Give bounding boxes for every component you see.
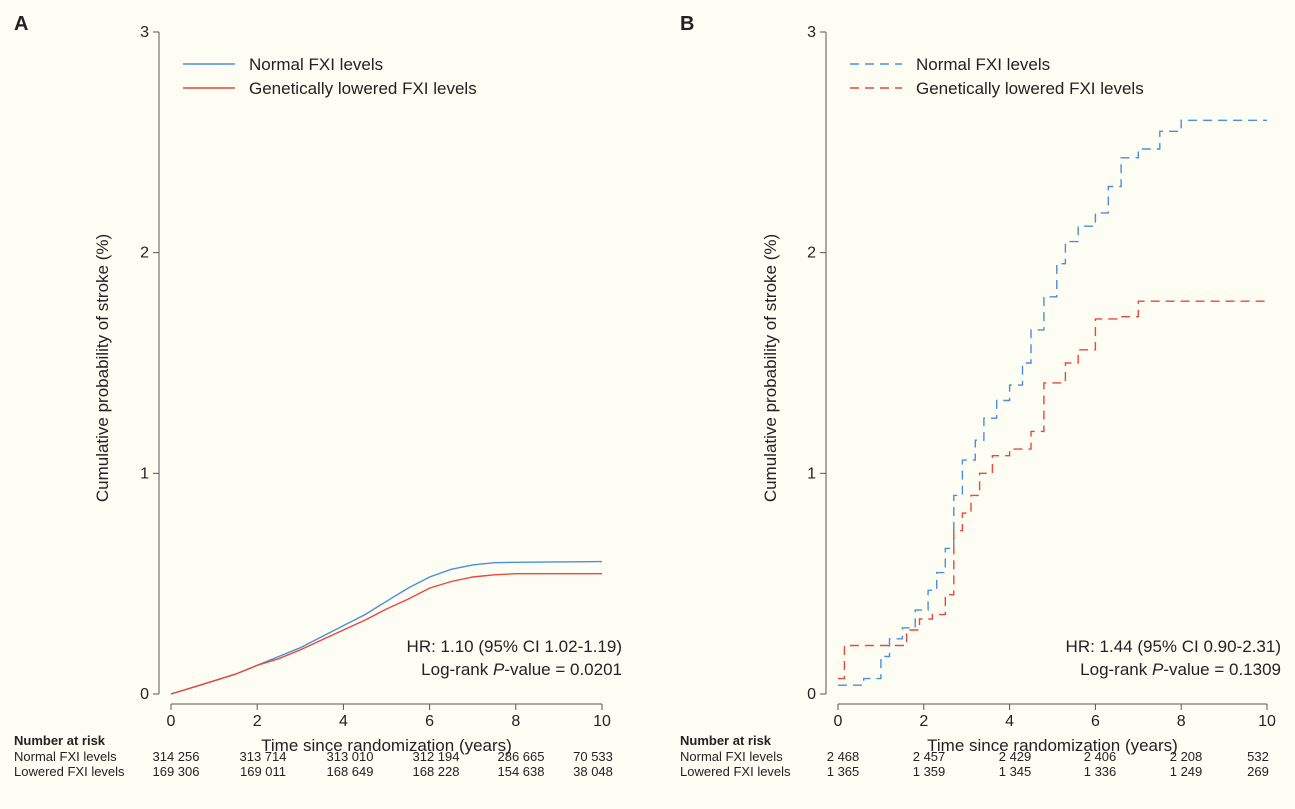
- x-tick-label: 4: [339, 713, 348, 730]
- risk-table-a: Number at risk Normal FXI levels 314 256 31…: [14, 733, 632, 783]
- y-tick-label: 0: [140, 686, 149, 703]
- x-tick-label: 8: [1177, 713, 1186, 730]
- logrank-p: P: [493, 660, 505, 679]
- risk-value: 70 533: [573, 749, 613, 764]
- risk-value: 313 010: [326, 749, 374, 764]
- x-tick-label: 0: [834, 713, 843, 730]
- y-tick-label: 1: [140, 465, 149, 482]
- risk-value: 2 468: [826, 749, 860, 764]
- risk-value: 38 048: [573, 764, 613, 779]
- legend-label: Genetically lowered FXI levels: [249, 79, 477, 98]
- y-axis-title: Cumulative probability of stroke (%): [93, 234, 112, 502]
- risk-value: 313 714: [239, 749, 287, 764]
- risk-row-label: Normal FXI levels: [680, 749, 783, 764]
- logrank-suffix: -value = 0.0201: [504, 660, 622, 679]
- panel-label-b: B: [680, 13, 694, 35]
- x-tick-label: 8: [511, 713, 520, 730]
- risk-value: 2 457: [912, 749, 946, 764]
- y-tick-label: 2: [807, 245, 816, 262]
- risk-value: 169 011: [239, 764, 287, 779]
- risk-value: 1 336: [1083, 764, 1117, 779]
- x-tick-label: 6: [425, 713, 434, 730]
- x-tick-label: 4: [1005, 713, 1014, 730]
- y-axis-title: Cumulative probability of stroke (%): [761, 234, 780, 502]
- x-axis-title: Time since randomization (years): [261, 736, 512, 755]
- risk-value: 168 649: [326, 764, 374, 779]
- logrank-annotation: Log-rank P-value = 0.1309: [1080, 660, 1281, 679]
- risk-value: 1 359: [912, 764, 946, 779]
- risk-row-label: Lowered FXI levels: [680, 764, 791, 779]
- risk-table-title: Number at risk: [680, 733, 772, 748]
- logrank-suffix: -value = 0.1309: [1163, 660, 1281, 679]
- risk-table-title: Number at risk: [14, 733, 106, 748]
- risk-value: 286 665: [497, 749, 545, 764]
- y-tick-label: 0: [807, 686, 816, 703]
- panel-label-a: A: [14, 13, 28, 35]
- risk-value: 2 406: [1083, 749, 1117, 764]
- chart-panel-a: A 0 2 4 6 8 10 0 1 2 3 Time since randomization (ye…: [14, 13, 622, 755]
- x-tick-label: 2: [253, 713, 262, 730]
- logrank-prefix: Log-rank: [421, 660, 493, 679]
- risk-row-label: Lowered FXI levels: [14, 764, 125, 779]
- y-tick-label: 1: [807, 465, 816, 482]
- risk-value: 1 249: [1169, 764, 1203, 779]
- risk-value: 269: [1247, 764, 1269, 779]
- series-line-lowered-fxi: [838, 300, 1267, 680]
- risk-table-b: Number at risk Normal FXI levels 2 468 2 45…: [680, 733, 1295, 783]
- x-tick-label: 10: [593, 713, 611, 730]
- x-tick-label: 0: [167, 713, 176, 730]
- risk-value: 532: [1247, 749, 1269, 764]
- risk-value: 1 345: [998, 764, 1032, 779]
- x-tick-label: 6: [1091, 713, 1100, 730]
- risk-value: 154 638: [497, 764, 545, 779]
- series-line-lowered-fxi: [170, 573, 602, 695]
- legend-label: Genetically lowered FXI levels: [916, 79, 1144, 98]
- risk-value: 2 208: [1169, 749, 1203, 764]
- risk-value: 168 228: [412, 764, 460, 779]
- chart-panel-b: B 0 2 4 6 8 10 0 1 2 3 Time since randomization (ye…: [680, 13, 1281, 755]
- risk-value: 312 194: [412, 749, 460, 764]
- y-tick-label: 3: [140, 24, 149, 41]
- risk-value: 169 306: [152, 764, 200, 779]
- legend-label: Normal FXI levels: [916, 55, 1050, 74]
- risk-value: 314 256: [152, 749, 200, 764]
- hr-annotation: HR: 1.10 (95% CI 1.02-1.19): [407, 637, 622, 656]
- legend-label: Normal FXI levels: [249, 55, 383, 74]
- y-tick-label: 2: [140, 245, 149, 262]
- logrank-annotation: Log-rank P-value = 0.0201: [421, 660, 622, 679]
- risk-row-label: Normal FXI levels: [14, 749, 117, 764]
- hr-annotation: HR: 1.44 (95% CI 0.90-2.31): [1066, 637, 1281, 656]
- series-line-normal-fxi: [838, 119, 1267, 686]
- x-tick-label: 2: [919, 713, 928, 730]
- x-tick-label: 10: [1258, 713, 1276, 730]
- logrank-prefix: Log-rank: [1080, 660, 1152, 679]
- logrank-p: P: [1152, 660, 1164, 679]
- y-tick-label: 3: [807, 24, 816, 41]
- risk-value: 2 429: [998, 749, 1032, 764]
- x-axis-title: Time since randomization (years): [927, 736, 1178, 755]
- risk-value: 1 365: [826, 764, 860, 779]
